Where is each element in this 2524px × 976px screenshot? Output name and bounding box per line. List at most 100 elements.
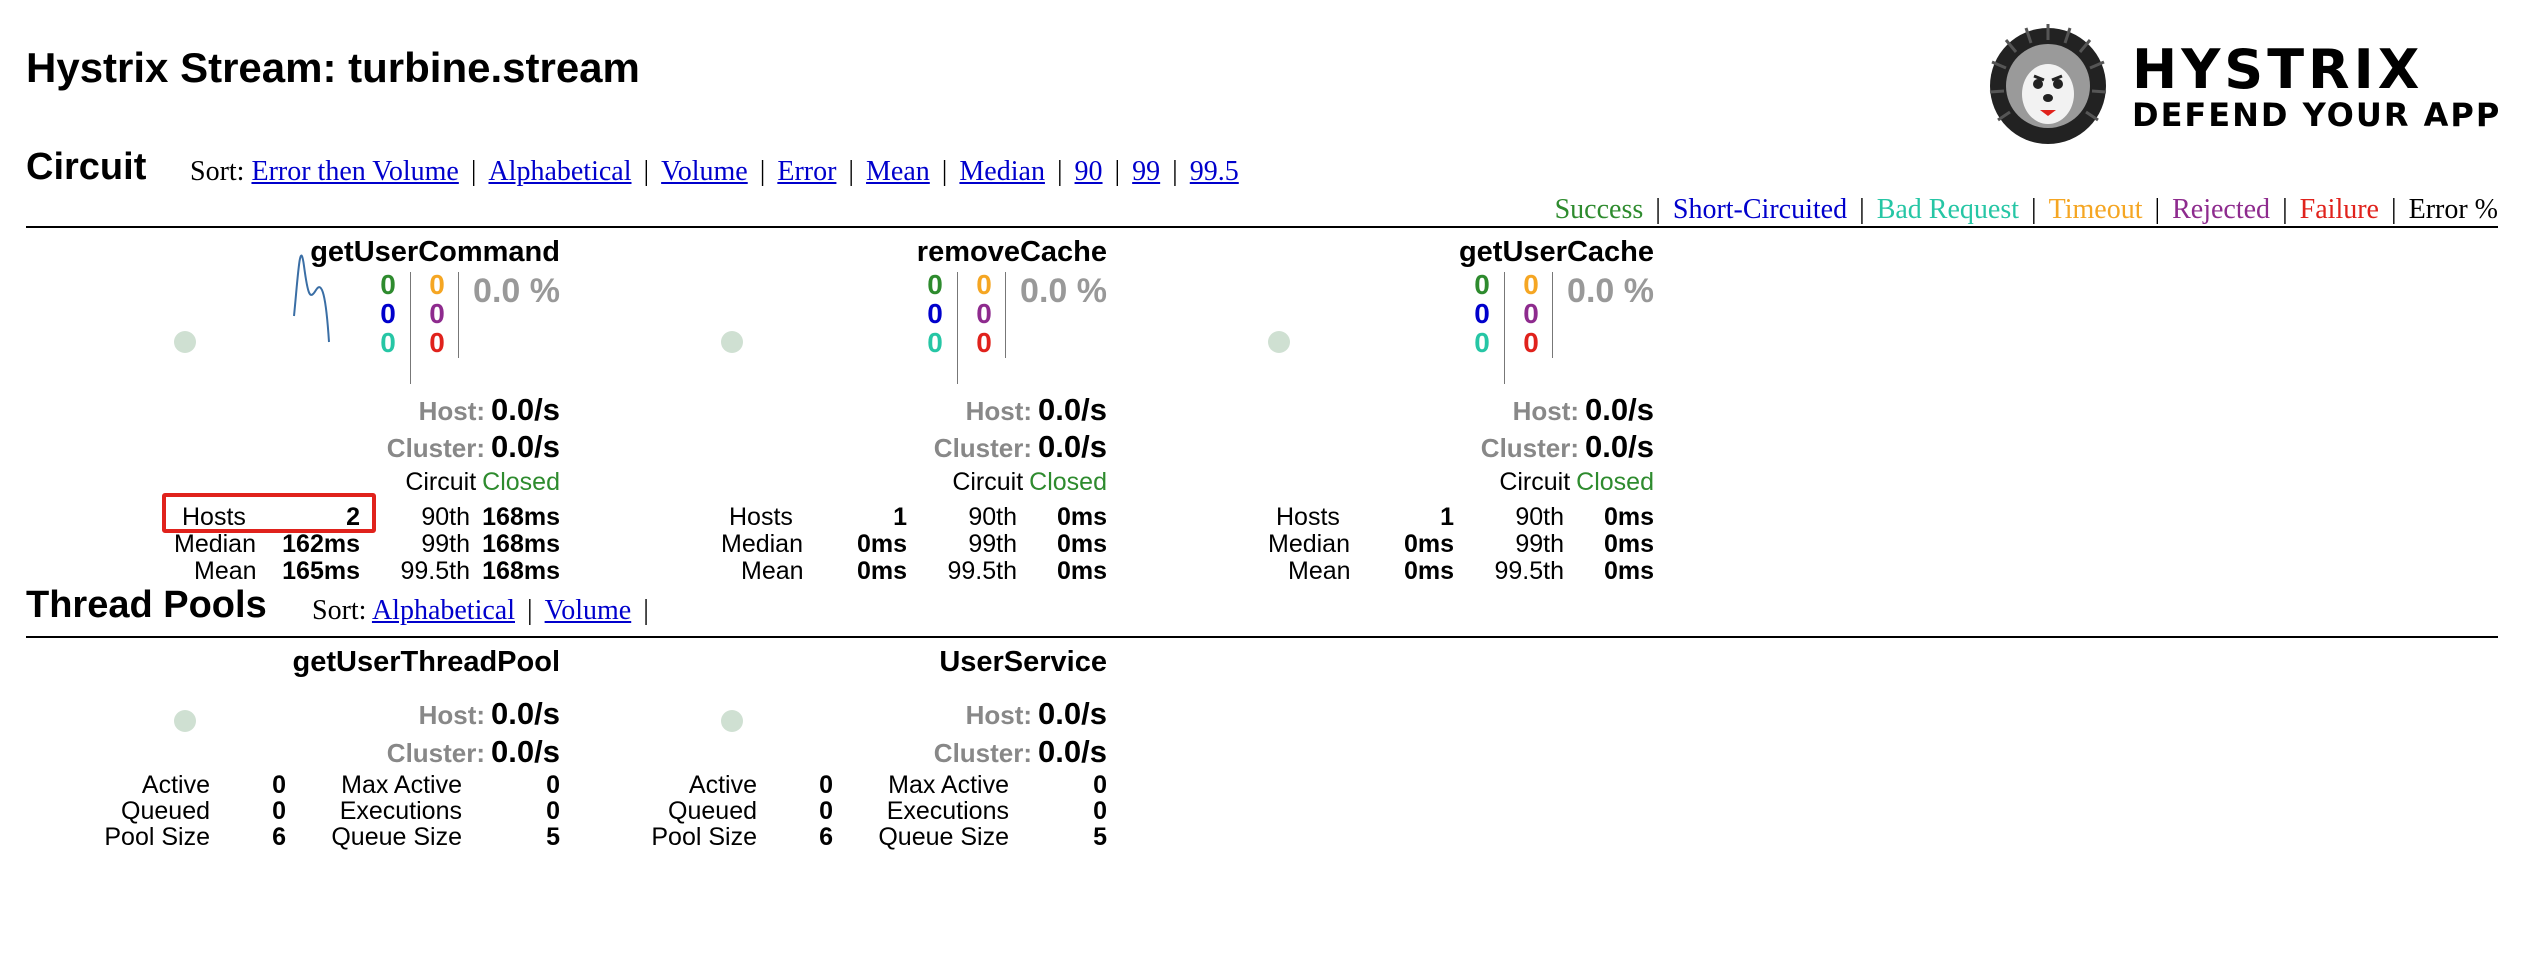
- circuit-label: Circuit: [1499, 468, 1571, 496]
- count-divider: [957, 272, 958, 384]
- circuit-status-row: Circuit Closed: [952, 468, 1107, 497]
- sort-label: Sort:: [190, 156, 245, 187]
- cluster-rate: 0.0/s: [1585, 429, 1654, 464]
- count-divider: [1552, 272, 1553, 358]
- bad-request-count: 0: [927, 327, 943, 358]
- health-circle: [1268, 331, 1290, 353]
- queue-size-value: 5: [546, 823, 560, 851]
- active-value: 0: [272, 771, 286, 799]
- cluster-rate: 0.0/s: [1038, 734, 1107, 769]
- queued-label: Queued: [668, 797, 757, 825]
- host-rate-row: Host: 0.0/s: [419, 392, 560, 428]
- pool-size-value: 6: [272, 823, 286, 851]
- sort-99-5-link[interactable]: 99.5: [1189, 156, 1239, 187]
- hosts-value: 2: [346, 503, 360, 531]
- sort-median-link[interactable]: Median: [959, 156, 1045, 187]
- circuit-divider: [26, 226, 2498, 228]
- circuit-status-row: Circuit Closed: [1499, 468, 1654, 497]
- threadpool-divider: [26, 636, 2498, 638]
- timeout-count: 0: [976, 269, 992, 300]
- host-rate-row: Host: 0.0/s: [419, 696, 560, 732]
- p90-value: 168ms: [482, 503, 560, 531]
- host-label: Host:: [1512, 396, 1580, 426]
- logo-title: HYSTRIX: [2132, 38, 2424, 101]
- cluster-rate-row: Cluster: 0.0/s: [934, 734, 1107, 770]
- executions-value: 0: [1093, 797, 1107, 825]
- sort-99-link[interactable]: 99: [1132, 156, 1161, 187]
- rejected-count: 0: [976, 298, 992, 329]
- active-label: Active: [141, 771, 210, 799]
- mean-value: 0ms: [1403, 557, 1454, 585]
- error-percentage: 0.0 %: [1567, 272, 1654, 310]
- health-circle: [174, 331, 196, 353]
- sort-error-link[interactable]: Error: [777, 156, 837, 187]
- page-title: Hystrix Stream: turbine.stream: [26, 44, 640, 91]
- sort-90-link[interactable]: 90: [1074, 156, 1103, 187]
- threadpool-section-title: Thread Pools: [26, 584, 267, 626]
- circuit-label: Circuit: [405, 468, 477, 496]
- tp-sort-volume-link[interactable]: Volume: [544, 595, 632, 626]
- p90-value: 0ms: [1603, 503, 1654, 531]
- tp-sort-alphabetical-link[interactable]: Alphabetical: [371, 595, 515, 626]
- cluster-label: Cluster:: [386, 433, 486, 463]
- hosts-label: Hosts: [729, 503, 793, 531]
- queued-value: 0: [819, 797, 833, 825]
- legend-rejected: Rejected: [2172, 194, 2271, 225]
- cluster-label: Cluster:: [933, 433, 1033, 463]
- circuit-name: removeCache: [916, 236, 1107, 268]
- host-rate: 0.0/s: [491, 696, 560, 731]
- legend-success: Success: [1554, 194, 1644, 225]
- rejected-count: 0: [429, 298, 445, 329]
- host-rate: 0.0/s: [491, 392, 560, 427]
- p90-value: 0ms: [1056, 503, 1107, 531]
- short-circuited-count: 0: [380, 298, 396, 329]
- p995-label: 99.5th: [1494, 557, 1564, 585]
- sort-volume-link[interactable]: Volume: [661, 156, 748, 187]
- count-divider: [410, 272, 411, 384]
- count-divider: [458, 272, 459, 358]
- queue-size-value: 5: [1093, 823, 1107, 851]
- threadpool-name: UserService: [939, 646, 1107, 678]
- pool-size-value: 6: [819, 823, 833, 851]
- circuit-card: removeCache 0 0 0 0 0 0 0.0 % Host: 0.0/s…: [557, 236, 1107, 586]
- hosts-label: Hosts: [182, 503, 246, 531]
- p90-label: 90th: [1515, 503, 1564, 531]
- sort-alphabetical-link[interactable]: Alphabetical: [488, 156, 632, 187]
- failure-count: 0: [976, 327, 992, 358]
- median-value: 162ms: [282, 530, 360, 558]
- hystrix-logo: HYSTRIX DEFEND YOUR APP: [1976, 20, 2516, 145]
- cluster-label: Cluster:: [933, 738, 1033, 768]
- success-count: 0: [380, 269, 396, 300]
- circuit-status-row: Circuit Closed: [405, 468, 560, 497]
- cluster-rate: 0.0/s: [491, 429, 560, 464]
- hystrix-logo-icon: [1989, 24, 2107, 144]
- host-rate: 0.0/s: [1585, 392, 1654, 427]
- active-value: 0: [819, 771, 833, 799]
- legend-failure: Failure: [2299, 194, 2379, 225]
- queue-size-label: Queue Size: [878, 823, 1009, 851]
- host-rate-row: Host: 0.0/s: [966, 696, 1107, 732]
- sparkline-chart: [293, 254, 330, 343]
- circuit-section-title: Circuit: [26, 146, 147, 188]
- timeout-count: 0: [1523, 269, 1539, 300]
- sparkline-line: [293, 254, 330, 343]
- rejected-count: 0: [1523, 298, 1539, 329]
- cluster-rate-row: Cluster: 0.0/s: [934, 429, 1107, 465]
- host-rate-row: Host: 0.0/s: [1513, 392, 1654, 428]
- max-active-label: Max Active: [341, 771, 462, 799]
- success-count: 0: [1474, 269, 1490, 300]
- mean-label: Mean: [741, 557, 804, 585]
- circuit-name: getUserCache: [1458, 236, 1654, 268]
- max-active-value: 0: [546, 771, 560, 799]
- cluster-label: Cluster:: [386, 738, 486, 768]
- active-label: Active: [688, 771, 757, 799]
- host-label: Host:: [965, 700, 1033, 730]
- hosts-value: 1: [1440, 503, 1454, 531]
- sort-mean-link[interactable]: Mean: [866, 156, 930, 187]
- median-label: Median: [721, 530, 803, 558]
- cluster-label: Cluster:: [1480, 433, 1580, 463]
- max-active-label: Max Active: [888, 771, 1009, 799]
- bad-request-count: 0: [1474, 327, 1490, 358]
- p995-value: 0ms: [1603, 557, 1654, 585]
- sort-error-then-volume-link[interactable]: Error then Volume: [251, 156, 459, 187]
